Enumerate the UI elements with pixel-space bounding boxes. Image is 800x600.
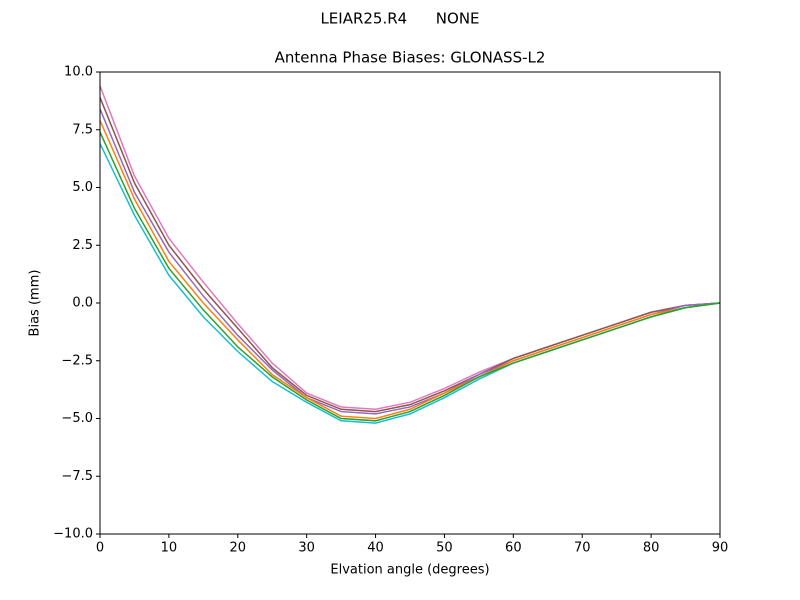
y-tick-label: 2.5 [72,238,93,253]
chart-title: Antenna Phase Biases: GLONASS-L2 [275,49,546,67]
x-tick-label: 70 [574,541,591,556]
data-line [99,131,721,422]
data-line [99,97,721,413]
x-tick-label: 10 [161,541,178,556]
data-line [99,120,721,420]
y-tick-label: 5.0 [72,180,93,195]
suptitle: LEIAR25.R4 NONE [320,10,479,28]
y-axis-label: Bias (mm) [28,270,43,337]
y-tick-label: 0.0 [72,296,93,311]
x-tick-label: 0 [96,541,104,556]
y-tick-label: −2.5 [61,353,93,368]
y-tick-label: −10.0 [53,527,93,542]
plot-area [99,85,721,424]
x-tick-label: 80 [643,541,660,556]
x-axis-label: Elvation angle (degrees) [330,563,489,578]
x-tick-label: 90 [712,541,729,556]
y-tick-label: −7.5 [61,469,93,484]
y-tick-label: −5.0 [61,411,93,426]
x-tick-label: 60 [505,541,522,556]
y-tick-label: 10.0 [64,65,93,80]
x-tick-label: 50 [436,541,453,556]
x-tick-label: 20 [230,541,247,556]
x-tick-label: 30 [298,541,315,556]
x-tick-label: 40 [367,541,384,556]
y-tick-label: 7.5 [72,122,93,137]
